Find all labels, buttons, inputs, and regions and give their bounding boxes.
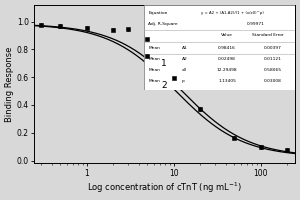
- X-axis label: Log concentration of cTnT (ng mL$^{-1}$): Log concentration of cTnT (ng mL$^{-1}$): [87, 181, 242, 195]
- Text: 2: 2: [161, 81, 167, 90]
- Y-axis label: Binding Response: Binding Response: [5, 46, 14, 122]
- Text: 1: 1: [161, 59, 167, 68]
